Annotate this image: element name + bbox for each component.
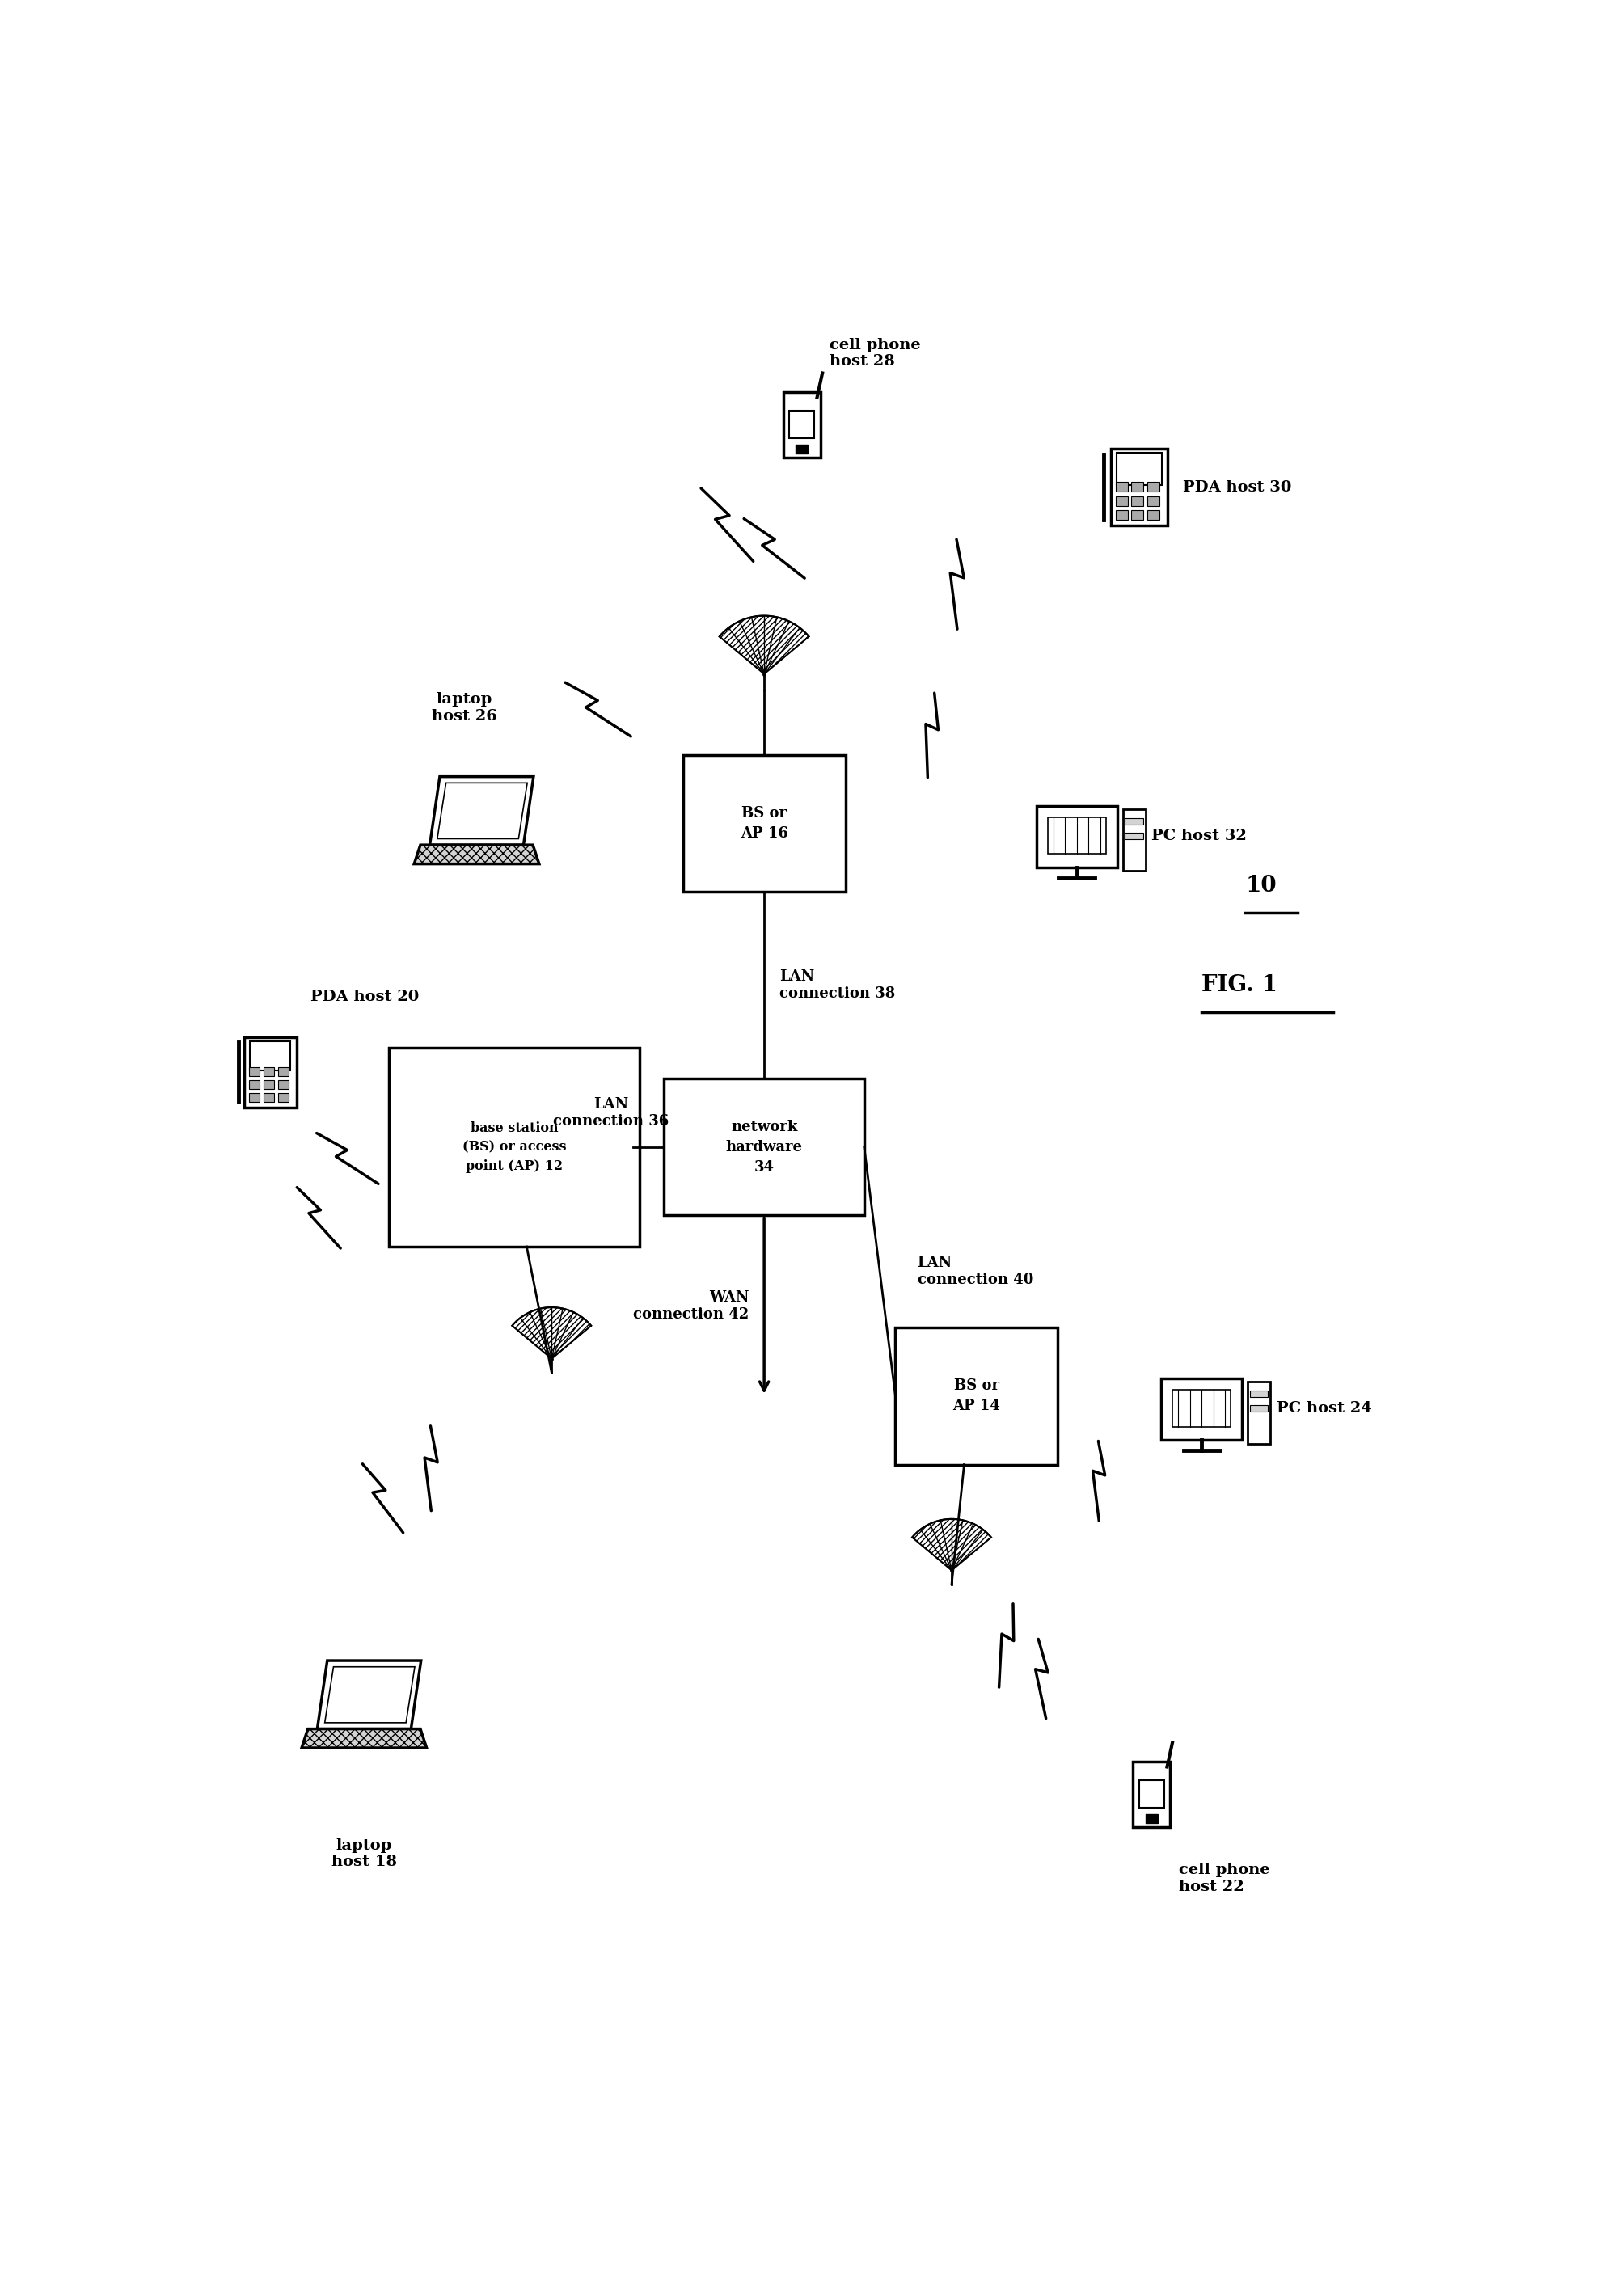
FancyBboxPatch shape: [263, 1081, 274, 1088]
FancyBboxPatch shape: [1139, 1779, 1165, 1807]
FancyBboxPatch shape: [1124, 817, 1144, 824]
FancyBboxPatch shape: [1147, 496, 1160, 505]
FancyBboxPatch shape: [277, 1093, 289, 1102]
FancyBboxPatch shape: [389, 1047, 639, 1247]
FancyBboxPatch shape: [1131, 510, 1144, 521]
Text: FIG. 1: FIG. 1: [1202, 974, 1277, 996]
FancyBboxPatch shape: [277, 1081, 289, 1088]
Text: network
hardware
34: network hardware 34: [726, 1120, 803, 1176]
FancyBboxPatch shape: [1147, 482, 1160, 491]
FancyBboxPatch shape: [1124, 833, 1144, 840]
FancyBboxPatch shape: [1250, 1405, 1268, 1412]
FancyBboxPatch shape: [1036, 806, 1118, 868]
FancyBboxPatch shape: [1161, 1378, 1242, 1440]
FancyBboxPatch shape: [1131, 482, 1144, 491]
Text: BS or
AP 16: BS or AP 16: [740, 806, 789, 840]
FancyBboxPatch shape: [1132, 1761, 1171, 1828]
FancyBboxPatch shape: [895, 1327, 1058, 1465]
FancyBboxPatch shape: [250, 1040, 290, 1070]
FancyBboxPatch shape: [782, 393, 821, 457]
Text: PC host 24: PC host 24: [1277, 1401, 1373, 1417]
FancyBboxPatch shape: [277, 1068, 289, 1077]
FancyBboxPatch shape: [248, 1068, 260, 1077]
FancyBboxPatch shape: [248, 1081, 260, 1088]
Polygon shape: [513, 1306, 590, 1359]
Polygon shape: [324, 1667, 415, 1722]
FancyBboxPatch shape: [1131, 496, 1144, 505]
Text: PDA host 30: PDA host 30: [1182, 480, 1292, 494]
FancyBboxPatch shape: [1116, 496, 1127, 505]
Polygon shape: [318, 1660, 421, 1729]
Text: PC host 32: PC host 32: [1152, 829, 1247, 843]
FancyBboxPatch shape: [248, 1093, 260, 1102]
Text: laptop
host 26: laptop host 26: [431, 693, 497, 723]
Text: 10: 10: [1245, 875, 1276, 895]
FancyBboxPatch shape: [263, 1068, 274, 1077]
FancyBboxPatch shape: [1123, 808, 1145, 870]
FancyBboxPatch shape: [1147, 510, 1160, 521]
FancyBboxPatch shape: [795, 445, 808, 455]
FancyBboxPatch shape: [1145, 1814, 1158, 1823]
Text: cell phone
host 28: cell phone host 28: [829, 338, 921, 370]
FancyBboxPatch shape: [789, 411, 815, 439]
FancyBboxPatch shape: [1116, 482, 1127, 491]
FancyBboxPatch shape: [245, 1038, 297, 1107]
Polygon shape: [437, 783, 527, 838]
Text: LAN
connection 36: LAN connection 36: [553, 1097, 669, 1127]
Text: LAN
connection 40: LAN connection 40: [918, 1256, 1034, 1288]
Text: base station
(BS) or access
point (AP) 12: base station (BS) or access point (AP) 1…: [463, 1120, 566, 1173]
Text: BS or
AP 14: BS or AP 14: [953, 1378, 1000, 1414]
FancyBboxPatch shape: [1116, 452, 1161, 484]
FancyBboxPatch shape: [1173, 1389, 1231, 1426]
FancyBboxPatch shape: [1248, 1382, 1271, 1444]
Text: LAN
connection 38: LAN connection 38: [779, 969, 895, 1001]
FancyBboxPatch shape: [263, 1093, 274, 1102]
FancyBboxPatch shape: [1116, 510, 1127, 521]
Polygon shape: [913, 1520, 990, 1570]
FancyBboxPatch shape: [682, 755, 845, 891]
Polygon shape: [719, 615, 810, 675]
FancyBboxPatch shape: [1047, 817, 1107, 854]
Text: WAN
connection 42: WAN connection 42: [634, 1290, 748, 1322]
FancyBboxPatch shape: [1250, 1391, 1268, 1398]
Text: cell phone
host 22: cell phone host 22: [1179, 1862, 1271, 1894]
Polygon shape: [302, 1729, 426, 1747]
FancyBboxPatch shape: [665, 1079, 865, 1215]
FancyBboxPatch shape: [1111, 448, 1168, 526]
Text: PDA host 20: PDA host 20: [310, 990, 419, 1003]
Polygon shape: [415, 845, 539, 863]
Polygon shape: [429, 776, 534, 845]
Text: laptop
host 18: laptop host 18: [331, 1839, 397, 1869]
